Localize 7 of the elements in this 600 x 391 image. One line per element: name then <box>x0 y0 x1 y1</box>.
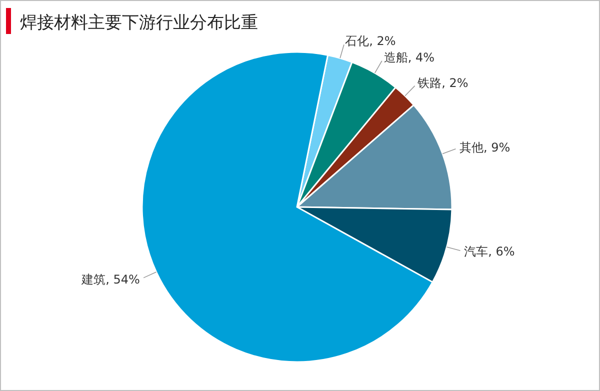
slice-label: 铁路, 2% <box>416 76 468 90</box>
slice-label: 石化, 2% <box>345 34 396 48</box>
slice-label: 其他, 9% <box>459 140 510 155</box>
slice-label: 建筑, 54% <box>80 272 140 286</box>
slice-label: 汽车, 6% <box>464 244 515 259</box>
slice-label: 造船, 4% <box>384 50 435 64</box>
chart-title: 焊接材料主要下游行业分布比重 <box>20 13 258 33</box>
